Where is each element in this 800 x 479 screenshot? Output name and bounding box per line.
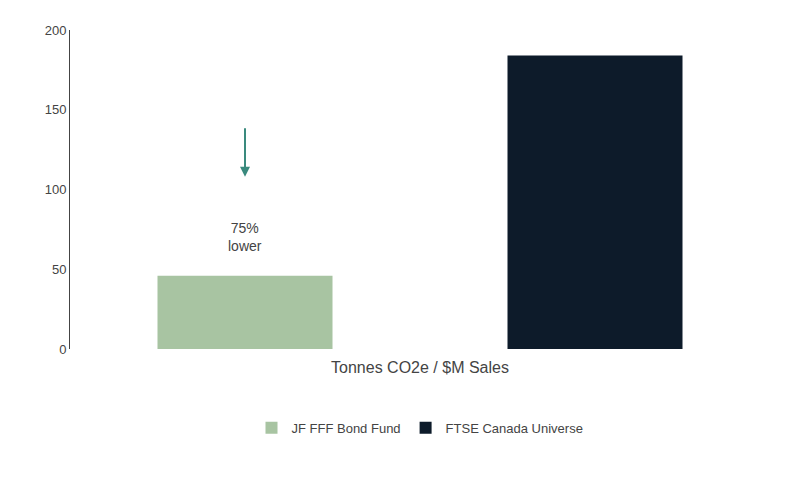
svg-text:75%lower: 75%lower [228,220,262,254]
svg-text:Tonnes CO2e / $M Sales: Tonnes CO2e / $M Sales [331,359,509,376]
svg-text:150: 150 [45,102,67,117]
svg-text:50: 50 [52,262,66,277]
svg-text:0: 0 [59,342,66,357]
svg-text:JF FFF Bond Fund: JF FFF Bond Fund [292,421,401,436]
svg-text:100: 100 [45,182,67,197]
svg-text:FTSE Canada Universe: FTSE Canada Universe [446,421,583,436]
svg-text:200: 200 [45,23,67,38]
